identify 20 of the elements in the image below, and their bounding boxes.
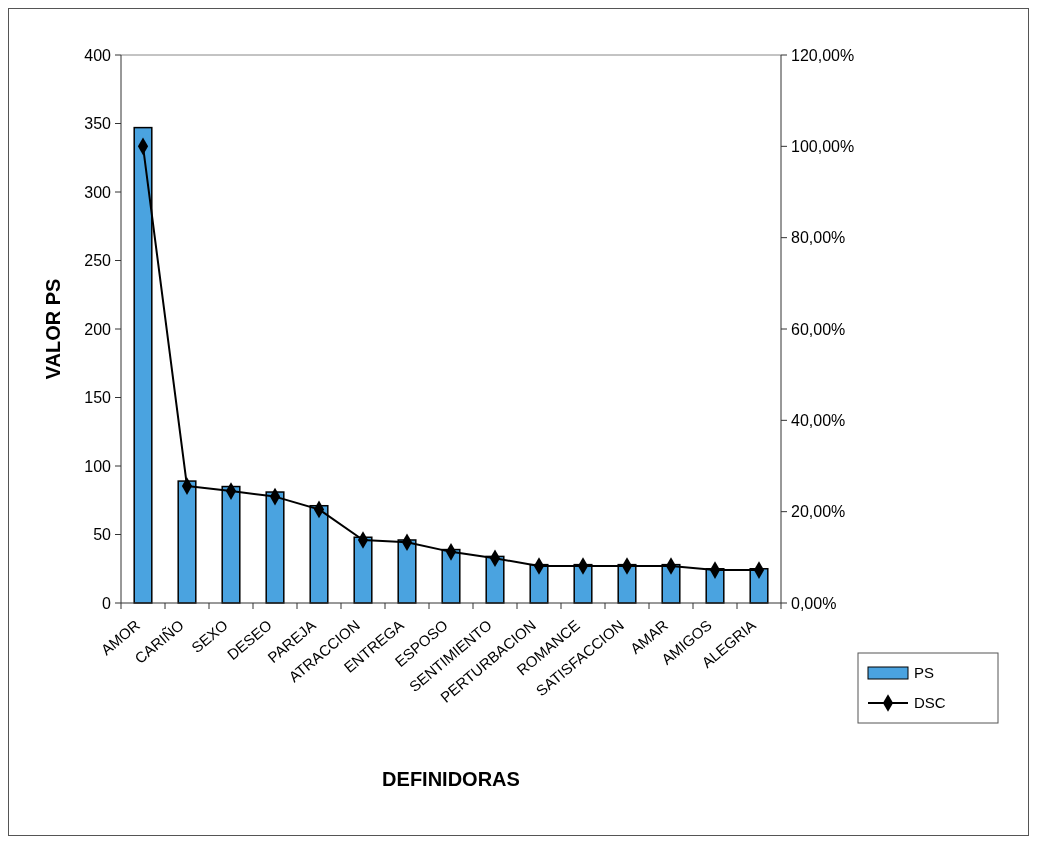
y2-tick-label: 0,00% [791,594,837,612]
x-axis-title: DEFINIDORAS [382,768,520,790]
y2-tick-label: 120,00% [791,46,855,64]
y-tick-label: 200 [84,320,112,338]
y2-tick-label: 40,00% [791,411,846,429]
y-tick-label: 350 [84,115,112,133]
y-tick-label: 150 [84,389,112,407]
y2-tick-label: 60,00% [791,320,846,338]
y-tick-label: 250 [84,252,112,270]
y2-tick-label: 80,00% [791,229,846,247]
y2-tick-label: 100,00% [791,137,855,155]
legend-label: DSC [914,694,946,712]
y-tick-label: 300 [84,183,112,201]
y2-tick-label: 20,00% [791,503,846,521]
y-tick-label: 50 [93,526,112,544]
y-axis-title: VALOR PS [42,278,64,380]
y-tick-label: 400 [84,46,112,64]
y-tick-label: 0 [102,594,112,612]
legend-label: PS [914,664,935,682]
y-tick-label: 100 [84,457,112,475]
